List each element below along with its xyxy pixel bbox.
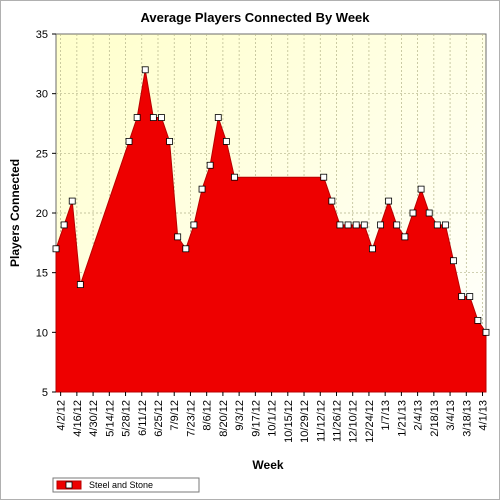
x-tick-label: 3/4/13 — [445, 400, 457, 431]
data-area — [55, 69, 487, 393]
y-axis-label: Players Connected — [8, 159, 22, 267]
data-point-marker — [393, 221, 401, 229]
data-point-marker — [222, 137, 230, 145]
data-point-marker — [206, 161, 214, 169]
y-tick-label: 35 — [36, 29, 48, 41]
data-point-marker — [231, 173, 238, 181]
x-tick-label: 6/11/12 — [137, 400, 149, 436]
legend-box — [52, 477, 200, 493]
data-point-marker — [433, 221, 441, 229]
data-point-marker — [442, 221, 449, 229]
x-tick-label: 2/4/13 — [413, 400, 425, 431]
data-point-marker — [450, 257, 457, 265]
y-tick-label: 5 — [42, 387, 48, 399]
data-point-marker — [474, 316, 482, 324]
y-tick-label: 25 — [36, 148, 48, 160]
data-point-marker — [482, 328, 490, 336]
x-tick-label: 1/7/13 — [380, 400, 392, 431]
data-point-marker — [336, 221, 344, 229]
data-point-marker — [166, 137, 173, 145]
x-tick-label: 9/17/12 — [250, 400, 262, 437]
x-tick-label: 3/18/13 — [461, 400, 473, 437]
x-tick-label: 12/10/12 — [348, 400, 360, 443]
chart-title: Average Players Connected By Week — [140, 10, 370, 25]
data-point-marker — [352, 221, 360, 229]
x-tick-label: 4/2/12 — [56, 400, 68, 431]
data-point-marker — [52, 245, 60, 253]
x-tick-label: 10/15/12 — [283, 400, 295, 443]
data-point-marker — [214, 114, 222, 121]
data-point-marker — [149, 114, 157, 121]
x-tick-label: 5/28/12 — [121, 400, 133, 437]
x-tick-label: 5/14/12 — [104, 400, 116, 437]
x-tick-label: 11/12/12 — [315, 400, 327, 442]
data-point-marker — [385, 197, 393, 205]
data-point-marker — [360, 221, 368, 229]
y-tick-label: 30 — [36, 89, 48, 101]
x-tick-label: 12/24/12 — [364, 400, 376, 443]
x-axis: 4/2/12 4/16/12 4/30/12 5/14/12 5/28/12 6/11/1… — [56, 392, 490, 443]
x-tick-label: 10/29/12 — [299, 400, 311, 443]
data-point-marker — [344, 221, 352, 229]
x-tick-label: 1/21/13 — [396, 400, 408, 437]
data-point-marker — [174, 233, 182, 241]
y-tick-label: 15 — [36, 268, 48, 280]
data-point-marker — [125, 137, 133, 145]
data-point-marker — [466, 293, 474, 300]
data-point-marker — [409, 209, 417, 217]
data-point-marker — [182, 245, 190, 253]
x-tick-label: 4/16/12 — [72, 400, 84, 437]
data-point-marker — [68, 197, 76, 205]
x-tick-label: 7/9/12 — [169, 400, 181, 431]
x-axis-label: Week — [252, 458, 283, 472]
y-tick-label: 20 — [36, 208, 48, 220]
data-point-marker — [190, 221, 198, 229]
data-point-marker — [328, 197, 336, 205]
data-point-marker — [133, 114, 141, 121]
data-point-marker — [141, 66, 149, 74]
x-tick-label: 2/18/13 — [429, 400, 441, 437]
y-axis: 5 10 15 20 25 30 35 — [36, 29, 56, 399]
x-tick-label: 8/6/12 — [202, 400, 214, 431]
legend-label: Steel and Stone — [89, 480, 153, 490]
data-point-marker — [76, 281, 84, 289]
x-tick-label: 10/1/12 — [267, 400, 279, 437]
data-point-marker — [60, 221, 68, 229]
x-tick-label: 6/25/12 — [153, 400, 165, 437]
x-tick-label: 11/26/12 — [331, 400, 343, 442]
x-tick-label: 9/3/12 — [234, 400, 246, 431]
legend-marker — [65, 481, 73, 489]
data-point-marker — [417, 185, 425, 193]
x-tick-label: 4/30/12 — [88, 400, 100, 437]
x-tick-label: 4/1/13 — [478, 400, 490, 431]
data-markers — [52, 66, 490, 336]
data-point-marker — [425, 209, 433, 217]
data-point-marker — [369, 245, 376, 253]
data-point-marker — [198, 185, 206, 193]
data-point-marker — [158, 114, 165, 121]
series-area — [55, 69, 487, 393]
y-tick-label: 10 — [36, 327, 48, 339]
data-point-marker — [401, 233, 409, 241]
x-tick-label: 8/20/12 — [218, 400, 230, 437]
data-point-marker — [377, 221, 384, 229]
legend: Steel and Stone — [52, 477, 200, 493]
data-point-marker — [320, 173, 328, 181]
x-tick-label: 7/23/12 — [185, 400, 197, 437]
data-point-marker — [458, 293, 466, 300]
